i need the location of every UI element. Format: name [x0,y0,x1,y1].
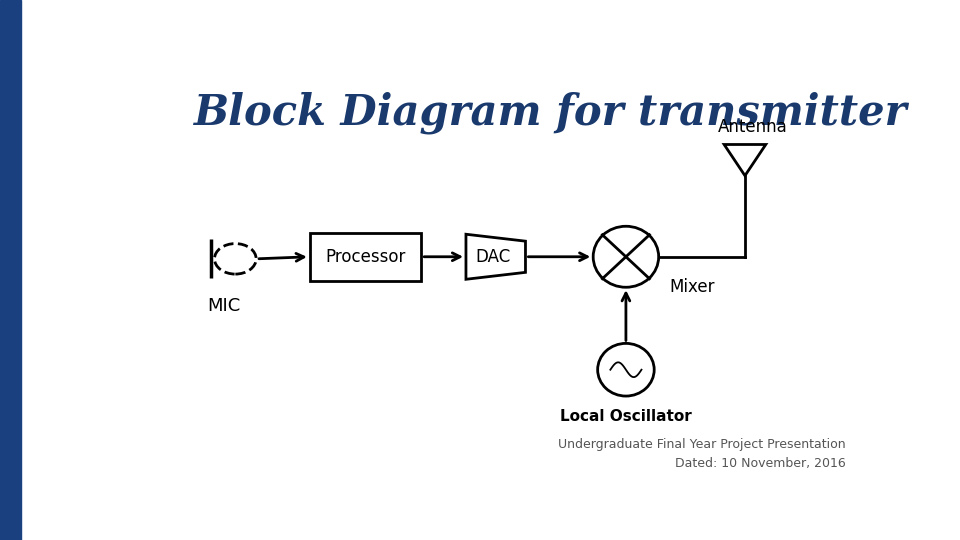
Bar [310,233,421,281]
Text: Local Oscillator: Local Oscillator [560,409,692,423]
Text: Dated: 10 November, 2016: Dated: 10 November, 2016 [675,457,846,470]
Text: MIC: MIC [207,297,241,315]
Text: Processor: Processor [325,248,406,266]
Text: Antenna: Antenna [717,118,787,136]
Text: Block Diagram for transmitter: Block Diagram for transmitter [194,91,908,133]
Text: DAC: DAC [475,248,511,266]
Text: Mixer: Mixer [670,278,715,295]
Text: Undergraduate Final Year Project Presentation: Undergraduate Final Year Project Present… [558,438,846,451]
